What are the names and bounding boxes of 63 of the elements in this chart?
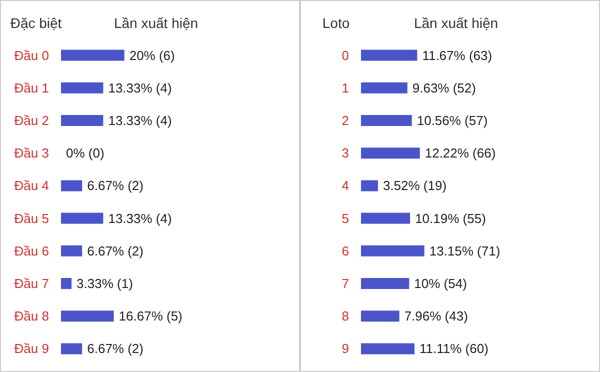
- data-label: 10% (54): [414, 276, 467, 291]
- data-label: 3.33% (1): [76, 276, 133, 291]
- data-label: 20% (6): [129, 48, 175, 63]
- data-label: 11.11% (60): [420, 341, 488, 356]
- data-label: 13.15% (71): [429, 243, 500, 258]
- data-label: 6.67% (2): [87, 341, 144, 356]
- y-tick-label: 4: [342, 178, 349, 194]
- data-label: 13.33% (4): [108, 113, 172, 128]
- data-label: 7.96% (43): [404, 308, 468, 324]
- data-label: 3.52% (19): [382, 178, 447, 194]
- y-axis-title: Đặc biệt: [10, 15, 62, 31]
- data-label: 10.56% (57): [416, 113, 488, 128]
- bar: [361, 50, 418, 61]
- bar: [361, 180, 378, 192]
- bar: [361, 245, 424, 256]
- text: Lần xuất hiện: [414, 15, 498, 31]
- y-tick-label: Đầu 5: [14, 210, 49, 226]
- y-tick-label: Đầu 1: [14, 80, 49, 96]
- y-tick-label: 8: [342, 308, 349, 324]
- bar: [361, 148, 420, 159]
- y-tick-label: Đầu 9: [14, 341, 49, 356]
- y-tick-label: 5: [342, 210, 349, 226]
- data-label: 10.19% (55): [415, 210, 486, 226]
- data-label: 6.67% (2): [87, 178, 144, 194]
- bar: [61, 343, 82, 354]
- bar: [61, 115, 104, 126]
- y-tick-label: 7: [342, 276, 349, 291]
- bar: [61, 50, 124, 61]
- y-tick-label: 9: [342, 341, 349, 356]
- bar: [361, 212, 410, 224]
- text: Lần xuất hiện: [114, 15, 198, 31]
- y-tick-label: Đầu 7: [14, 276, 49, 291]
- y-tick-label: Đầu 0: [14, 48, 49, 63]
- bar: [361, 278, 410, 289]
- bar: [61, 212, 104, 224]
- y-tick-label: Đầu 8: [14, 308, 49, 324]
- data-label: 13.33% (4): [108, 210, 172, 226]
- data-label: 13.33% (4): [108, 80, 172, 96]
- bar: [61, 310, 114, 322]
- bar: [361, 82, 408, 94]
- bar: [61, 245, 82, 256]
- data-label: 6.67% (2): [87, 243, 144, 258]
- y-tick-label: 3: [342, 146, 349, 161]
- bar: [361, 115, 412, 126]
- bar: [361, 343, 415, 354]
- y-tick-label: 6: [342, 243, 349, 258]
- data-label: 11.67% (63): [422, 48, 492, 63]
- data-label: 12.22% (66): [424, 146, 496, 161]
- data-label: 9.63% (52): [412, 80, 476, 96]
- bar: [61, 180, 82, 192]
- y-tick-label: Đầu 4: [14, 178, 49, 194]
- y-tick-label: Đầu 6: [14, 243, 49, 258]
- y-tick-label: 2: [342, 113, 349, 128]
- y-axis-title: Loto: [322, 15, 350, 31]
- y-tick-label: Đầu 3: [14, 146, 49, 161]
- data-label: 16.67% (5): [118, 308, 182, 324]
- bar: [61, 278, 72, 289]
- bar: [61, 82, 104, 94]
- data-label: 0% (0): [66, 146, 104, 161]
- y-tick-label: Đầu 2: [14, 113, 49, 128]
- y-tick-label: 1: [342, 80, 349, 96]
- bar: [361, 310, 400, 322]
- y-tick-label: 0: [342, 48, 349, 63]
